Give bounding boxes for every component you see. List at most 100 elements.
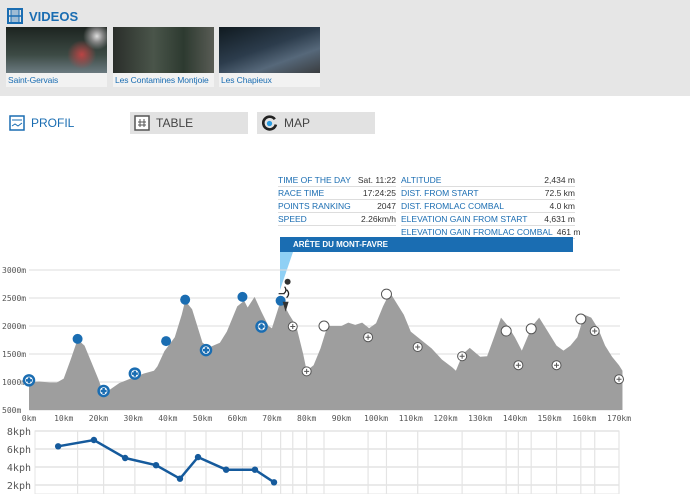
- aid-station-marker: [589, 326, 600, 337]
- plus-icon: [592, 328, 598, 334]
- y-tick-label: 6kph: [7, 445, 31, 456]
- profile-icon: [9, 115, 25, 131]
- y-tick-label: 2000m: [2, 322, 26, 331]
- video-thumb-les-contamines[interactable]: Les Contamines Montjoie: [113, 27, 214, 87]
- plus-icon: [365, 334, 371, 340]
- tooltip-pointer: [280, 252, 293, 290]
- plus-icon: [515, 362, 521, 368]
- speed-line: [57, 438, 275, 484]
- y-tick-label: 2500m: [2, 294, 26, 303]
- tab-label: TABLE: [156, 116, 194, 130]
- summit-marker-passed: [275, 295, 286, 306]
- aid-station-marker-passed: [97, 384, 110, 398]
- plus-icon: [258, 323, 265, 330]
- x-tick-label: 100km: [364, 414, 388, 423]
- aid-station-marker: [457, 351, 468, 362]
- x-tick-label: 20km: [89, 414, 108, 423]
- speed-point: [251, 466, 259, 473]
- info-dist-from-start: DIST. FROM START 72.5 km: [401, 188, 575, 200]
- video-label[interactable]: Les Contamines Montjoie: [113, 73, 214, 87]
- aid-station-marker: [551, 360, 562, 371]
- info-time-of-day: TIME OF THE DAY Sat. 11:22: [278, 175, 396, 187]
- video-thumb-saint-gervais[interactable]: Saint-Gervais: [6, 27, 107, 87]
- x-tick-label: 80km: [297, 414, 316, 423]
- x-tick-label: 170km: [607, 414, 631, 423]
- videos-title: VIDEOS: [29, 8, 79, 24]
- plus-icon: [100, 387, 107, 394]
- table-icon: [134, 115, 150, 131]
- speed-chart-frame: [34, 430, 620, 494]
- x-tick-label: 120km: [433, 414, 457, 423]
- aid-station-marker: [301, 366, 312, 377]
- y-tick-label: 500m: [2, 406, 21, 415]
- summit-marker: [500, 325, 512, 337]
- x-tick-label: 30km: [123, 414, 142, 423]
- info-altitude: ALTITUDE 2,434 m: [401, 175, 575, 187]
- x-tick-label: 130km: [468, 414, 492, 423]
- map-icon: [261, 114, 278, 131]
- y-tick-label: 2kph: [7, 481, 31, 492]
- aid-station-marker: [363, 332, 374, 343]
- elevation-area: [29, 292, 623, 410]
- tab-profil[interactable]: PROFIL: [5, 112, 115, 134]
- info-dist-from-lac-combal: DIST. FROMLAC COMBAL 4.0 km: [401, 201, 575, 213]
- aid-station-marker: [287, 321, 298, 332]
- tab-label: MAP: [284, 116, 311, 130]
- summit-marker-passed: [237, 291, 248, 302]
- aid-station-marker: [614, 374, 624, 385]
- plus-icon: [203, 347, 209, 354]
- video-label[interactable]: Les Chapieux: [219, 73, 320, 87]
- x-tick-label: 50km: [193, 414, 212, 423]
- videos-panel: VIDEOS Saint-Gervais Les Contamines Mont…: [0, 0, 690, 96]
- plus-icon: [304, 368, 310, 374]
- info-race-time: RACE TIME 17:24:25: [278, 188, 396, 200]
- aid-station-marker: [412, 342, 423, 352]
- video-thumb-les-chapieux[interactable]: Les Chapieux: [219, 27, 320, 87]
- videos-header: VIDEOS: [7, 8, 78, 24]
- aid-station-marker-passed: [255, 320, 268, 333]
- plus-icon: [131, 370, 138, 377]
- info-elevation-gain-start: ELEVATION GAIN FROM START 4,631 m: [401, 214, 575, 226]
- info-speed: SPEED 2.26km/h: [278, 214, 396, 226]
- location-banner: ARÊTE DU MONT-FAVRE: [280, 237, 573, 252]
- runner-body: [278, 286, 290, 299]
- video-label[interactable]: Saint-Gervais: [6, 73, 107, 87]
- speed-point: [152, 462, 160, 469]
- plus-icon: [554, 362, 560, 368]
- x-tick-label: 60km: [228, 414, 247, 423]
- x-tick-label: 140km: [503, 414, 527, 423]
- x-tick-label: 150km: [538, 414, 562, 423]
- summit-marker-passed: [72, 333, 83, 344]
- speed-point: [90, 436, 98, 444]
- summit-marker: [380, 288, 392, 300]
- aid-station-marker-passed: [199, 343, 213, 357]
- y-tick-label: 1500m: [2, 350, 26, 359]
- speed-point: [121, 454, 129, 462]
- speed-point: [176, 475, 184, 482]
- x-tick-label: 160km: [572, 414, 596, 423]
- runner-position-pointer: [282, 301, 289, 312]
- tab-table[interactable]: TABLE: [130, 112, 248, 134]
- summit-marker-passed: [180, 294, 191, 305]
- aid-station-marker-passed: [22, 374, 36, 387]
- tab-label: PROFIL: [31, 116, 75, 130]
- plus-icon: [26, 377, 32, 384]
- film-icon: [7, 8, 23, 24]
- summit-marker: [575, 313, 587, 325]
- x-tick-label: 110km: [399, 414, 423, 423]
- speed-point: [54, 443, 62, 450]
- plus-icon: [459, 353, 465, 359]
- plus-icon: [290, 324, 296, 330]
- x-tick-label: 0km: [22, 414, 37, 423]
- tab-map[interactable]: MAP: [257, 112, 375, 134]
- speed-point: [194, 453, 202, 461]
- y-tick-label: 3000m: [2, 266, 26, 275]
- summit-marker: [525, 323, 537, 335]
- x-tick-label: 90km: [332, 414, 351, 423]
- plus-icon: [415, 344, 421, 350]
- y-tick-label: 8kph: [7, 427, 31, 438]
- runner-icon: [284, 278, 291, 285]
- info-points-ranking: POINTS RANKING 2047: [278, 201, 396, 213]
- aid-station-marker: [513, 360, 524, 371]
- x-tick-label: 10km: [54, 414, 73, 423]
